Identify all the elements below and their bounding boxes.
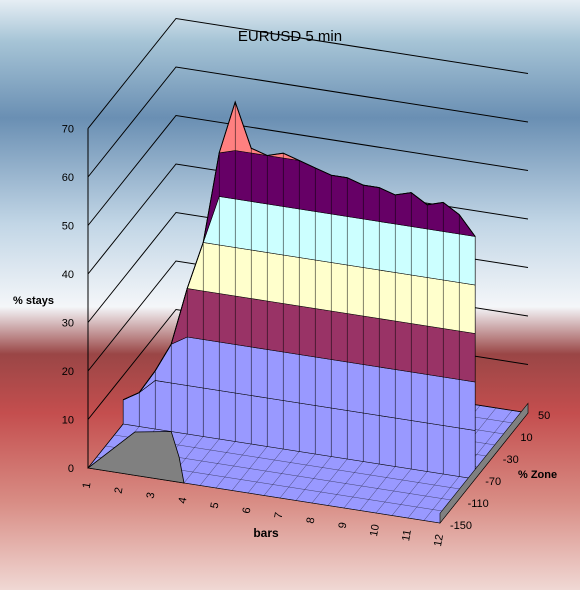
y-tick-70: 70 bbox=[62, 124, 74, 136]
z-tick--150: -150 bbox=[450, 520, 472, 532]
x-tick-6: 6 bbox=[241, 506, 254, 514]
gridline-y-50 bbox=[87, 114, 529, 226]
z-axis-label: % Zone bbox=[518, 469, 557, 481]
y-tick-40: 40 bbox=[62, 269, 74, 281]
x-tick-5: 5 bbox=[209, 501, 222, 509]
x-tick-3: 3 bbox=[145, 491, 158, 499]
z-tick--30: -30 bbox=[503, 454, 519, 466]
x-tick-10: 10 bbox=[368, 523, 382, 537]
y-tick-20: 20 bbox=[62, 366, 74, 378]
x-tick-1: 1 bbox=[81, 481, 94, 489]
gridline-y-60 bbox=[87, 66, 529, 178]
x-axis-label: bars bbox=[253, 526, 279, 540]
x-tick-4: 4 bbox=[177, 496, 190, 504]
x-tick-8: 8 bbox=[305, 516, 318, 524]
x-tick-7: 7 bbox=[273, 511, 286, 519]
x-tick-2: 2 bbox=[113, 486, 126, 494]
y-tick-30: 30 bbox=[62, 318, 74, 330]
z-tick--110: -110 bbox=[468, 498, 489, 510]
y-tick-0: 0 bbox=[68, 463, 74, 475]
z-tick-10: 10 bbox=[520, 432, 532, 444]
surface-base-patch bbox=[87, 431, 185, 484]
surface-right-edge bbox=[439, 402, 529, 524]
z-tick--70: -70 bbox=[485, 476, 501, 488]
surface-top-contour bbox=[122, 100, 476, 401]
y-tick-50: 50 bbox=[62, 221, 74, 233]
y-tick-10: 10 bbox=[62, 415, 74, 427]
y-tick-60: 60 bbox=[62, 172, 74, 184]
y-axis-label: % stays bbox=[13, 295, 54, 307]
x-tick-12: 12 bbox=[432, 533, 446, 547]
x-tick-11: 11 bbox=[400, 529, 414, 542]
z-tick-50: 50 bbox=[538, 410, 550, 422]
gridline-y-70 bbox=[87, 17, 529, 129]
x-tick-9: 9 bbox=[337, 521, 350, 529]
chart-title: EURUSD 5 min bbox=[238, 28, 342, 45]
